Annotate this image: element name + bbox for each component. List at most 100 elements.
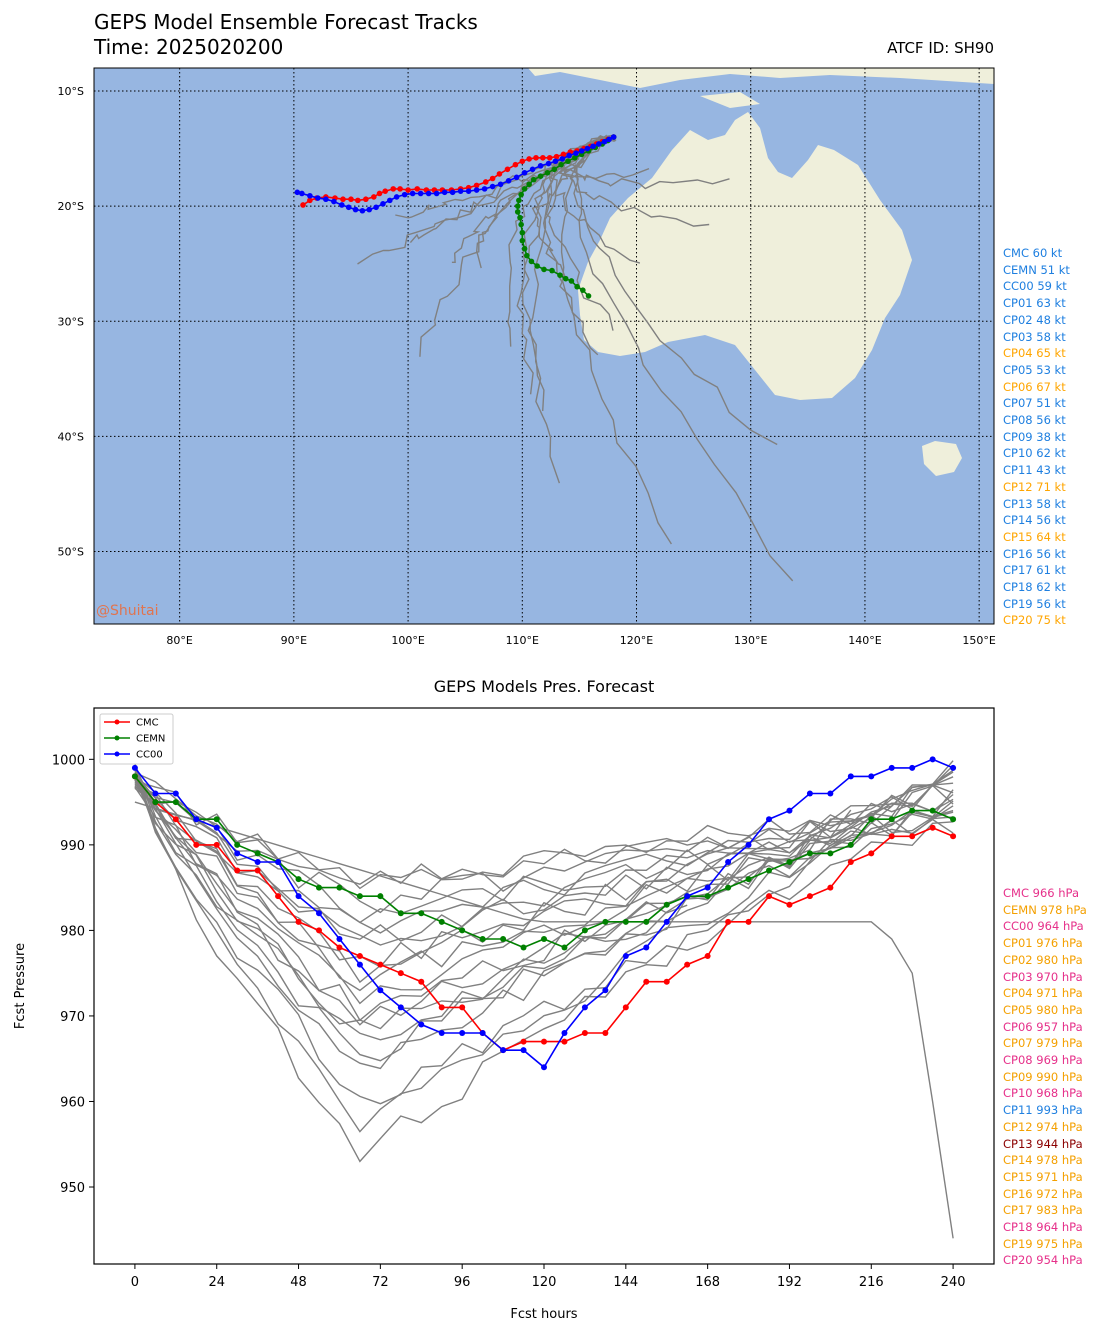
track-cc00 xyxy=(294,134,617,214)
pressure-point xyxy=(766,867,772,874)
member-pressure-line xyxy=(134,780,954,890)
pressure-point xyxy=(561,1030,568,1037)
pressure-label: CP13 944 hPa xyxy=(1003,1136,1083,1151)
track-point xyxy=(590,143,596,150)
pressure-point xyxy=(622,953,629,960)
track-point xyxy=(533,154,539,161)
pressure-point xyxy=(929,756,936,763)
pressure-point xyxy=(725,918,732,925)
pressure-point xyxy=(193,816,200,823)
pressure-point xyxy=(806,790,813,797)
pressure-point xyxy=(213,816,220,823)
track-point xyxy=(565,158,571,165)
track-point xyxy=(340,196,346,203)
track-point xyxy=(516,197,522,204)
pressure-point xyxy=(459,1030,466,1037)
pressure-point xyxy=(336,884,343,891)
pressure-point xyxy=(234,841,241,848)
track-point xyxy=(355,197,361,204)
lat-tick-label: 30°S xyxy=(58,315,84,328)
pressure-point xyxy=(172,790,179,797)
pressure-point xyxy=(786,858,793,865)
pressure-point xyxy=(131,764,138,771)
intensity-label: CP12 71 kt xyxy=(1003,479,1066,494)
pressure-point xyxy=(397,1004,404,1011)
track-point xyxy=(573,150,579,156)
pressure-point xyxy=(847,841,854,848)
intensity-label: CEMN 51 kt xyxy=(1003,262,1070,277)
lon-tick-label: 90°E xyxy=(281,634,307,647)
track-point xyxy=(382,188,389,194)
pressure-point xyxy=(336,944,343,951)
track-point xyxy=(534,263,540,269)
x-tick-label: 72 xyxy=(372,1275,389,1290)
pressure-point xyxy=(622,918,629,925)
pressure-point xyxy=(438,918,445,925)
track-point xyxy=(425,190,432,197)
land-masses xyxy=(528,68,994,476)
pressure-point xyxy=(786,807,793,814)
intensity-label: CP03 58 kt xyxy=(1003,329,1066,344)
pressure-point xyxy=(541,1038,547,1045)
intensity-label: CP09 38 kt xyxy=(1003,429,1066,444)
pressure-label: CP11 993 hPa xyxy=(1003,1103,1083,1118)
track-point xyxy=(433,190,440,197)
x-axis-label: Fcst hours xyxy=(510,1307,577,1322)
track-point xyxy=(489,175,496,182)
member-pressure-line xyxy=(134,801,954,1239)
pressure-point xyxy=(479,935,486,942)
intensity-label: CP02 48 kt xyxy=(1003,312,1066,327)
intensity-label: CP13 58 kt xyxy=(1003,496,1066,511)
track-point xyxy=(514,209,521,215)
pressure-point xyxy=(950,816,957,823)
ensemble-member-track xyxy=(542,138,608,356)
pressure-label: CP09 990 hPa xyxy=(1003,1069,1083,1084)
track-point xyxy=(524,252,530,259)
pressure-point xyxy=(806,893,813,900)
pressure-series-cc00 xyxy=(131,756,957,1071)
track-point xyxy=(417,190,424,197)
pressure-point xyxy=(602,987,609,994)
pressure-series-cemn xyxy=(131,773,957,951)
track-point xyxy=(366,206,373,213)
x-tick-label: 0 xyxy=(131,1275,139,1290)
lon-tick-label: 110°E xyxy=(506,634,539,647)
track-point xyxy=(376,190,383,197)
pressure-point xyxy=(766,816,772,823)
pressure-point xyxy=(643,944,650,951)
pressure-point xyxy=(561,1038,568,1045)
pressure-point xyxy=(213,841,220,848)
map-title: GEPS Model Ensemble Forecast Tracks xyxy=(94,10,478,34)
lon-tick-label: 100°E xyxy=(391,634,424,647)
track-point xyxy=(359,207,366,214)
pressure-point xyxy=(929,824,936,831)
pressure-label: CP04 971 hPa xyxy=(1003,986,1083,1001)
y-tick-label: 1000 xyxy=(52,753,85,768)
pressure-point xyxy=(541,1064,547,1071)
track-point xyxy=(552,158,559,165)
pressure-point xyxy=(909,764,916,771)
pressure-point xyxy=(316,910,322,917)
track-point xyxy=(380,201,386,207)
track-point xyxy=(530,176,537,183)
pressure-point xyxy=(581,1004,588,1011)
legend-label: CEMN xyxy=(136,734,165,745)
track-point xyxy=(557,272,563,279)
pressure-point xyxy=(581,927,588,934)
track-point xyxy=(294,189,301,196)
x-tick-label: 48 xyxy=(290,1275,307,1290)
legend-label: CC00 xyxy=(136,750,163,761)
x-tick-label: 168 xyxy=(695,1275,720,1290)
track-point xyxy=(537,163,544,169)
track-point xyxy=(497,181,504,188)
pressure-point xyxy=(745,841,752,848)
pressure-point xyxy=(541,935,547,942)
track-point xyxy=(345,204,352,211)
pressure-point xyxy=(704,893,711,900)
pressure-point xyxy=(459,927,466,934)
track-point xyxy=(348,196,354,203)
track-point xyxy=(521,186,528,192)
track-point xyxy=(553,153,560,160)
track-point xyxy=(371,194,377,200)
